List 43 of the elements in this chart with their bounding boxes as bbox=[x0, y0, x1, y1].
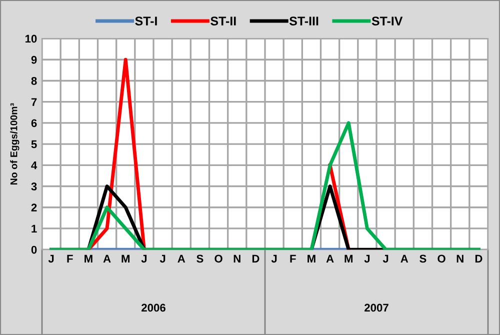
y-tick-label: 10 bbox=[25, 34, 37, 43]
x-tick-label: M bbox=[84, 254, 92, 262]
x-tick-label: D bbox=[475, 254, 482, 262]
x-tick-label: F bbox=[67, 254, 73, 262]
y-axis-title: No of Eggs/100m³ bbox=[10, 103, 20, 184]
legend-label: ST-IV bbox=[372, 16, 403, 26]
y-tick-label: 1 bbox=[32, 224, 37, 232]
legend-label: ST-III bbox=[289, 16, 318, 26]
x-tick-label: A bbox=[326, 254, 334, 262]
y-tick-label: 9 bbox=[31, 56, 37, 64]
x-tick-label: A bbox=[178, 254, 186, 262]
x-tick-label: M bbox=[344, 254, 353, 262]
y-tick-label: 7 bbox=[31, 98, 37, 106]
y-tick-label: 0 bbox=[31, 246, 37, 254]
legend-label: ST-I bbox=[135, 16, 157, 26]
legend-label: ST-II bbox=[210, 16, 236, 26]
y-tick-label: 4 bbox=[31, 162, 38, 170]
x-tick-label: M bbox=[308, 254, 316, 262]
y-tick-label: 5 bbox=[31, 140, 37, 148]
x-tick-label: A bbox=[400, 254, 408, 262]
x-tick-label: J bbox=[382, 254, 388, 263]
x-tick-label: J bbox=[364, 254, 370, 263]
x-tick-label: S bbox=[420, 254, 426, 263]
y-tick-label: 2 bbox=[31, 204, 37, 212]
x-tick-label: J bbox=[141, 254, 147, 263]
x-tick-label: J bbox=[48, 254, 54, 263]
x-tick-label: J bbox=[160, 254, 166, 263]
x-tick-label: S bbox=[196, 254, 204, 263]
line-series bbox=[50, 121, 480, 250]
x-tick-label: F bbox=[290, 254, 296, 262]
x-tick-label: A bbox=[103, 254, 111, 262]
x-tick-label: N bbox=[234, 254, 240, 262]
y-tick-label: 8 bbox=[31, 77, 37, 85]
x-tick-label: D bbox=[252, 254, 260, 262]
y-tick-label: 6 bbox=[31, 119, 37, 128]
x-tick-label: N bbox=[456, 254, 464, 262]
y-tick-label: 3 bbox=[31, 182, 37, 190]
x-tick-label: J bbox=[271, 254, 277, 263]
text: 2007 bbox=[364, 304, 388, 312]
x-tick-label: O bbox=[438, 254, 446, 263]
x-tick-label: M bbox=[122, 254, 130, 262]
x-tick-label: O bbox=[214, 254, 222, 263]
text: 2006 bbox=[142, 304, 166, 312]
